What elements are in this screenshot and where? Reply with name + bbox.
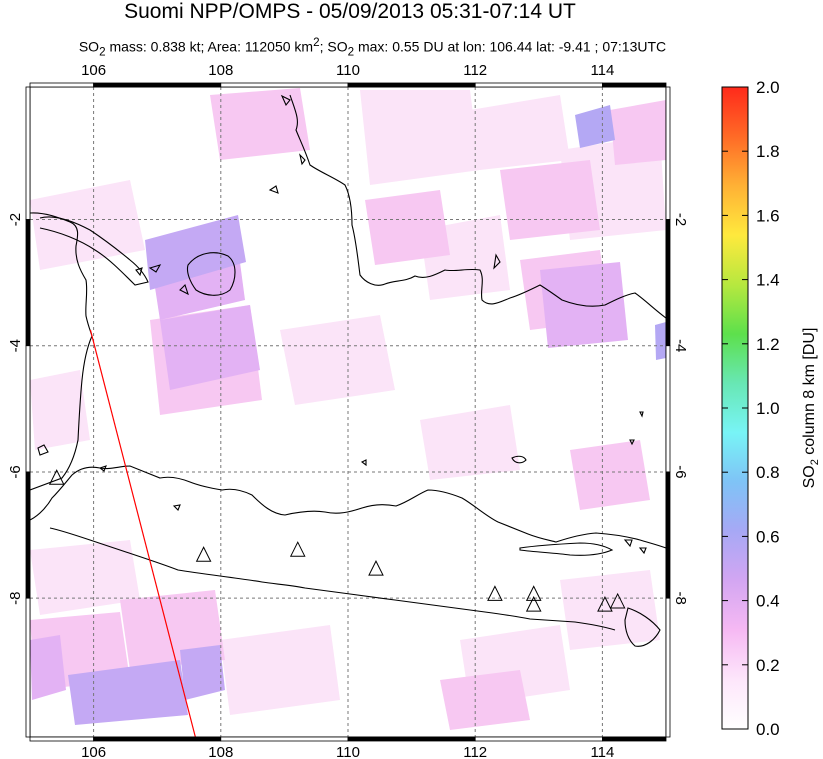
volcano-marker bbox=[48, 469, 65, 485]
area-unit-sup: 2 bbox=[313, 36, 320, 49]
lon-tick-label-top: 106 bbox=[81, 62, 106, 79]
volcano-marker bbox=[289, 541, 306, 557]
volcano-marker bbox=[368, 560, 384, 576]
map-frame-bars bbox=[25, 82, 671, 742]
colorbar-tick-label: 1.2 bbox=[756, 335, 780, 354]
volcano-marker bbox=[525, 585, 542, 601]
map-title: Suomi NPP/OMPS - 05/09/2013 05:31-07:14 … bbox=[124, 0, 576, 23]
colorbar-title-prefix: SO bbox=[801, 465, 818, 488]
lat-tick-label-left: -6 bbox=[7, 465, 24, 478]
volcano-marker bbox=[195, 546, 212, 562]
so2-max-sub: 2 bbox=[347, 45, 355, 59]
lon-tick-label-top: 108 bbox=[208, 62, 233, 79]
lon-tick-label-bottom: 114 bbox=[590, 744, 614, 759]
colorbar-title-text: column 8 km [DU] bbox=[801, 328, 818, 460]
so2-pixel-field bbox=[30, 88, 666, 730]
frame-bar-right bbox=[665, 86, 671, 220]
frame-bar-left bbox=[25, 86, 31, 220]
frame-bar-right bbox=[665, 219, 671, 347]
frame-bar-top bbox=[29, 82, 94, 88]
lat-tick-label-right: -2 bbox=[672, 213, 689, 226]
lat-tick-label-left: -4 bbox=[7, 339, 24, 352]
colorbar-tick-label: 0.4 bbox=[756, 592, 780, 611]
volcano-marker bbox=[609, 592, 626, 609]
lon-tick-label-top: 110 bbox=[336, 62, 360, 79]
frame-bar-right bbox=[665, 345, 671, 473]
frame-bar-top bbox=[474, 82, 603, 88]
so2-mass-sub: 2 bbox=[99, 45, 106, 59]
lon-tick-label-bottom: 106 bbox=[81, 744, 106, 759]
frame-bar-top bbox=[347, 82, 476, 88]
frame-bar-bottom bbox=[29, 736, 94, 742]
colorbar-tick-label: 1.8 bbox=[756, 142, 780, 161]
map-gridlines bbox=[30, 87, 666, 737]
frame-bar-right bbox=[665, 597, 671, 738]
volcano-marker bbox=[525, 595, 542, 612]
lon-tick-label-top: 112 bbox=[463, 62, 487, 79]
colorbar-tick-label: 0.0 bbox=[756, 720, 780, 739]
colorbar-tick-label: 1.4 bbox=[756, 271, 780, 290]
lat-tick-label-right: -6 bbox=[672, 465, 689, 478]
frame-bar-bottom bbox=[347, 736, 476, 742]
frame-bar-bottom bbox=[93, 736, 222, 742]
lat-tick-label-right: -4 bbox=[672, 339, 689, 352]
colorbar-tick-label: 0.8 bbox=[756, 463, 780, 482]
frame-bar-left bbox=[25, 345, 31, 473]
colorbar-tick-label: 0.6 bbox=[756, 527, 780, 546]
lat-tick-label-right: -8 bbox=[672, 591, 689, 604]
colorbar-title-sub: 2 bbox=[809, 459, 821, 465]
colorbar-tick-label: 2.0 bbox=[756, 78, 780, 97]
colorbar-tick-label: 1.0 bbox=[756, 399, 780, 418]
lon-tick-label-bottom: 108 bbox=[208, 744, 233, 759]
lat-tick-label-left: -8 bbox=[7, 591, 24, 604]
frame-bar-top bbox=[220, 82, 349, 88]
frame-bar-left bbox=[25, 219, 31, 347]
so2-max-text: max: 0.55 DU at lon: 106.44 lat: -9.41 ;… bbox=[354, 38, 667, 55]
colorbar-tick-label: 1.6 bbox=[756, 206, 780, 225]
satellite-track-line bbox=[89, 329, 196, 737]
frame-bar-top bbox=[93, 82, 222, 88]
frame-bar-top bbox=[602, 82, 667, 88]
map-subtitle: SO2 mass: 0.838 kt; Area: 112050 km2; SO… bbox=[0, 36, 745, 58]
so2-mass-text: mass: 0.838 kt; Area: 112050 km bbox=[105, 38, 314, 55]
volcano-marker bbox=[487, 585, 503, 601]
frame-bar-bottom bbox=[602, 736, 667, 742]
frame-bar-bottom bbox=[474, 736, 603, 742]
lon-tick-label-bottom: 112 bbox=[463, 744, 487, 759]
volcano-marker bbox=[597, 595, 613, 612]
frame-bar-left bbox=[25, 471, 31, 599]
colorbar-ticks: 0.0 0.2 0.4 0.6 0.8 1.0 1.2 1.4 1.6 1.8 2.0 bbox=[722, 78, 780, 739]
frame-bar-left bbox=[25, 597, 31, 738]
volcano-markers bbox=[48, 469, 626, 612]
frame-bar-bottom bbox=[220, 736, 349, 742]
frame-bar-right bbox=[665, 471, 671, 599]
so2-mass-prefix: SO bbox=[78, 38, 100, 55]
lon-tick-label-top: 114 bbox=[590, 62, 614, 79]
so2-max-prefix: ; SO bbox=[319, 38, 348, 55]
lat-tick-label-left: -2 bbox=[7, 213, 24, 226]
lon-tick-label-bottom: 110 bbox=[336, 744, 360, 759]
axis-tick-labels: 106 106 108 108 110 110 112 112 114 114 -2 -2 -4 -4 -6… bbox=[7, 62, 689, 759]
colorbar-title: SO2 column 8 km [DU] bbox=[801, 328, 821, 489]
coastlines bbox=[30, 94, 666, 647]
colorbar-tick-label: 0.2 bbox=[756, 656, 780, 675]
